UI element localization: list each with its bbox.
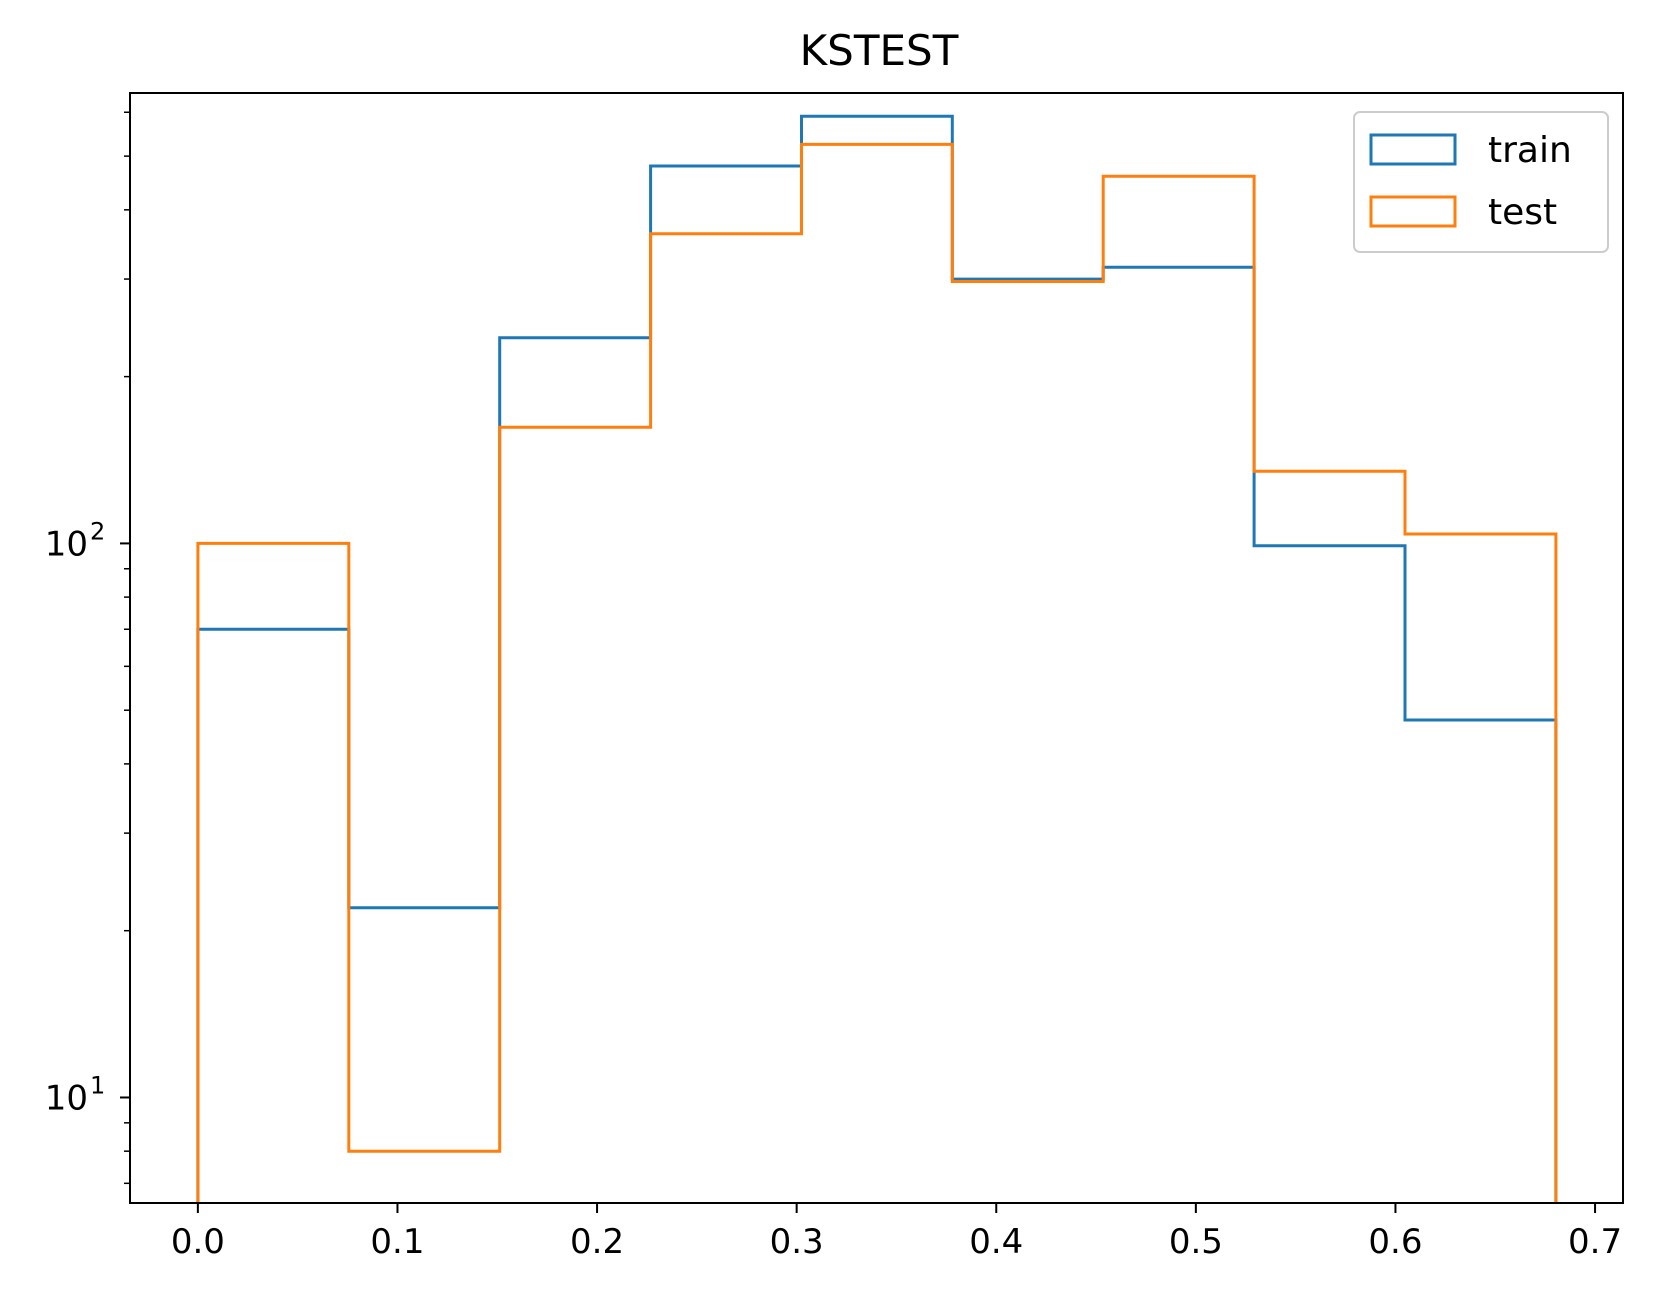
legend-box <box>1353 111 1609 253</box>
x-tick-label: 0.3 <box>770 1222 824 1262</box>
step-line-train <box>196 114 1558 1203</box>
x-tick-label: 0.1 <box>370 1222 424 1262</box>
chart-title: KSTEST <box>800 26 959 75</box>
series-test <box>196 142 1558 1203</box>
step-line-test <box>196 142 1558 1203</box>
x-tick-label: 0.4 <box>969 1222 1023 1262</box>
plot-area <box>130 93 1623 1203</box>
series-layer <box>196 114 1558 1203</box>
series-train <box>196 114 1558 1203</box>
y-tick-label: 10 <box>45 524 88 564</box>
legend: train test <box>1353 111 1609 253</box>
x-axis: 0.0 0.1 0.2 0.3 0.4 0.5 0.6 0.7 <box>171 1203 1622 1262</box>
y-tick-label: 10 <box>45 1078 88 1118</box>
x-tick-label: 0.0 <box>171 1222 225 1262</box>
x-tick-label: 0.5 <box>1169 1222 1223 1262</box>
legend-swatch-test <box>1369 195 1457 228</box>
x-tick-label: 0.7 <box>1568 1222 1622 1262</box>
legend-label-test: test <box>1488 192 1557 233</box>
plot-frame <box>129 92 1624 1204</box>
x-tick-label: 0.6 <box>1368 1222 1422 1262</box>
legend-label-train: train <box>1488 130 1572 171</box>
y-tick-exponent: 2 <box>90 517 105 545</box>
x-tick-label: 0.2 <box>570 1222 624 1262</box>
y-tick-exponent: 1 <box>90 1071 105 1099</box>
legend-swatch-train <box>1369 133 1457 166</box>
